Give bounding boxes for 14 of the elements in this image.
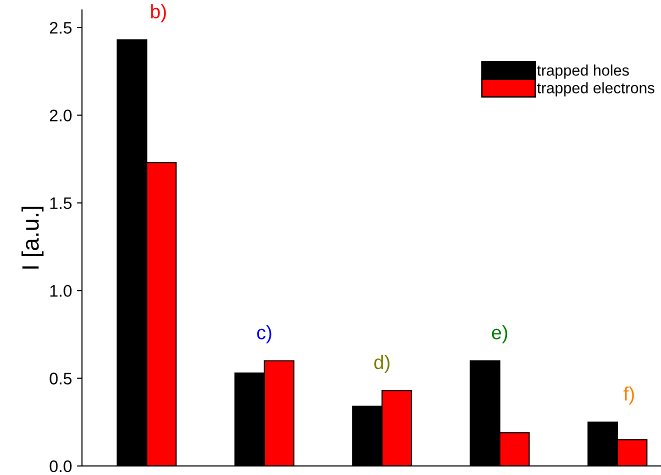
y-axis-title: I [a.u.]	[22, 206, 44, 269]
annotation: d)	[374, 354, 390, 374]
y-tick-label: 0.5	[50, 372, 72, 384]
legend-label: trapped holes	[537, 64, 629, 79]
annotation: e)	[492, 325, 508, 344]
y-tick-label: 2.5	[50, 22, 72, 34]
y-tick-label: 1.0	[50, 284, 72, 297]
annotation: f)	[624, 386, 634, 405]
annotation: c)	[257, 325, 272, 344]
y-tick-label: 0.0	[50, 460, 72, 472]
y-tick-label: 1.5	[50, 197, 72, 210]
y-tick-label: 2.0	[50, 110, 72, 122]
annotation: b)	[151, 4, 166, 22]
legend-label: trapped electrons	[537, 82, 654, 96]
